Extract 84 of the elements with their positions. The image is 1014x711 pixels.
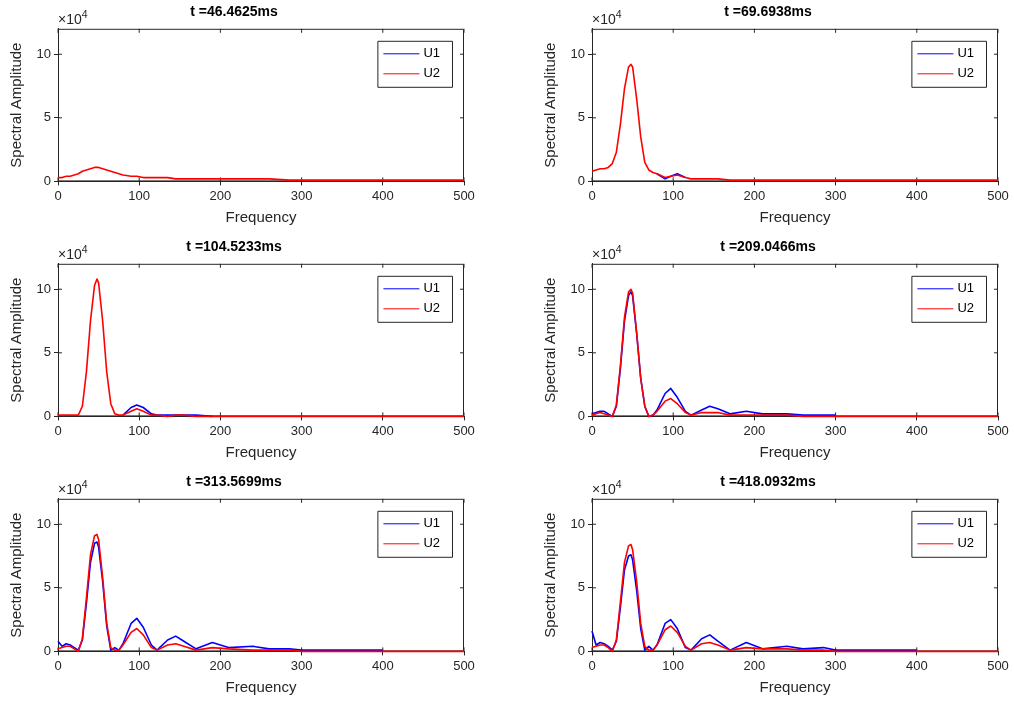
x-tick-label: 400 bbox=[905, 657, 928, 673]
y-tick-label: 5 bbox=[43, 579, 51, 595]
chart-title: t =104.5233ms bbox=[186, 238, 282, 255]
x-tick-label: 200 bbox=[209, 422, 232, 438]
y-tick-label: 5 bbox=[577, 109, 585, 125]
x-tick-label: 400 bbox=[905, 422, 928, 438]
x-tick-label: 500 bbox=[987, 657, 1009, 673]
chart-title: t =46.4625ms bbox=[190, 3, 278, 20]
x-tick-label: 500 bbox=[453, 657, 475, 673]
x-axis-title: Frequency bbox=[759, 443, 831, 461]
legend-label: U1 bbox=[957, 45, 975, 61]
x-tick-label: 0 bbox=[54, 187, 62, 203]
legend-label: U2 bbox=[957, 300, 975, 316]
chart-title: t =418.0932ms bbox=[720, 473, 816, 490]
legend-label: U1 bbox=[423, 45, 441, 61]
x-tick-label: 200 bbox=[743, 187, 766, 203]
x-axis-title: Frequency bbox=[225, 443, 297, 461]
x-axis-title: Frequency bbox=[225, 678, 297, 696]
y-axis-title: Spectral Amplitude bbox=[541, 277, 559, 403]
x-tick-label: 0 bbox=[588, 422, 596, 438]
x-tick-label: 200 bbox=[209, 657, 232, 673]
x-tick-label: 200 bbox=[209, 187, 232, 203]
x-tick-label: 200 bbox=[743, 422, 766, 438]
x-tick-label: 400 bbox=[905, 187, 928, 203]
y-axis-title: Spectral Amplitude bbox=[7, 42, 25, 168]
x-tick-label: 200 bbox=[743, 657, 766, 673]
y-tick-label: 0 bbox=[577, 642, 585, 658]
y-tick-label: 5 bbox=[43, 109, 51, 125]
x-tick-label: 300 bbox=[290, 422, 313, 438]
legend-label: U2 bbox=[423, 535, 441, 551]
x-tick-label: 100 bbox=[128, 657, 151, 673]
x-tick-label: 500 bbox=[987, 187, 1009, 203]
x-tick-label: 0 bbox=[588, 657, 596, 673]
x-tick-label: 300 bbox=[824, 422, 847, 438]
x-tick-label: 400 bbox=[371, 422, 394, 438]
x-tick-label: 0 bbox=[54, 422, 62, 438]
y-tick-label: 0 bbox=[577, 407, 585, 423]
y-axis-title: Spectral Amplitude bbox=[7, 277, 25, 403]
x-tick-label: 300 bbox=[824, 187, 847, 203]
x-tick-label: 500 bbox=[453, 187, 475, 203]
x-tick-label: 100 bbox=[662, 657, 685, 673]
chart-title: t =69.6938ms bbox=[724, 3, 812, 20]
y-tick-label: 10 bbox=[570, 280, 585, 296]
x-tick-label: 300 bbox=[290, 187, 313, 203]
x-tick-label: 400 bbox=[371, 187, 394, 203]
x-tick-label: 0 bbox=[588, 187, 596, 203]
y-tick-label: 5 bbox=[43, 344, 51, 360]
y-tick-label: 5 bbox=[577, 344, 585, 360]
chart-title: t =209.0466ms bbox=[720, 238, 816, 255]
x-tick-label: 100 bbox=[128, 187, 151, 203]
x-tick-label: 100 bbox=[662, 422, 685, 438]
x-axis-title: Frequency bbox=[225, 208, 297, 226]
y-tick-label: 10 bbox=[36, 280, 51, 296]
y-tick-label: 10 bbox=[36, 45, 51, 61]
legend-label: U2 bbox=[957, 535, 975, 551]
legend-label: U1 bbox=[957, 280, 975, 296]
y-tick-label: 0 bbox=[577, 172, 585, 188]
x-tick-label: 300 bbox=[290, 657, 313, 673]
y-tick-label: 10 bbox=[36, 515, 51, 531]
y-tick-label: 0 bbox=[43, 407, 51, 423]
y-axis-title: Spectral Amplitude bbox=[541, 512, 559, 638]
legend-label: U2 bbox=[423, 300, 441, 316]
legend-label: U1 bbox=[957, 515, 975, 531]
x-axis-title: Frequency bbox=[759, 678, 831, 696]
y-tick-label: 0 bbox=[43, 172, 51, 188]
y-axis-title: Spectral Amplitude bbox=[541, 42, 559, 168]
x-tick-label: 500 bbox=[987, 422, 1009, 438]
legend-label: U2 bbox=[423, 65, 441, 81]
x-tick-label: 100 bbox=[128, 422, 151, 438]
legend-label: U2 bbox=[957, 65, 975, 81]
legend-label: U1 bbox=[423, 280, 441, 296]
x-tick-label: 500 bbox=[453, 422, 475, 438]
x-axis-title: Frequency bbox=[759, 208, 831, 226]
y-tick-label: 10 bbox=[570, 45, 585, 61]
y-tick-label: 5 bbox=[577, 579, 585, 595]
chart-title: t =313.5699ms bbox=[186, 473, 282, 490]
y-tick-label: 0 bbox=[43, 642, 51, 658]
legend-label: U1 bbox=[423, 515, 441, 531]
y-tick-label: 10 bbox=[570, 515, 585, 531]
y-axis-title: Spectral Amplitude bbox=[7, 512, 25, 638]
x-tick-label: 100 bbox=[662, 187, 685, 203]
x-tick-label: 300 bbox=[824, 657, 847, 673]
x-tick-label: 0 bbox=[54, 657, 62, 673]
x-tick-label: 400 bbox=[371, 657, 394, 673]
